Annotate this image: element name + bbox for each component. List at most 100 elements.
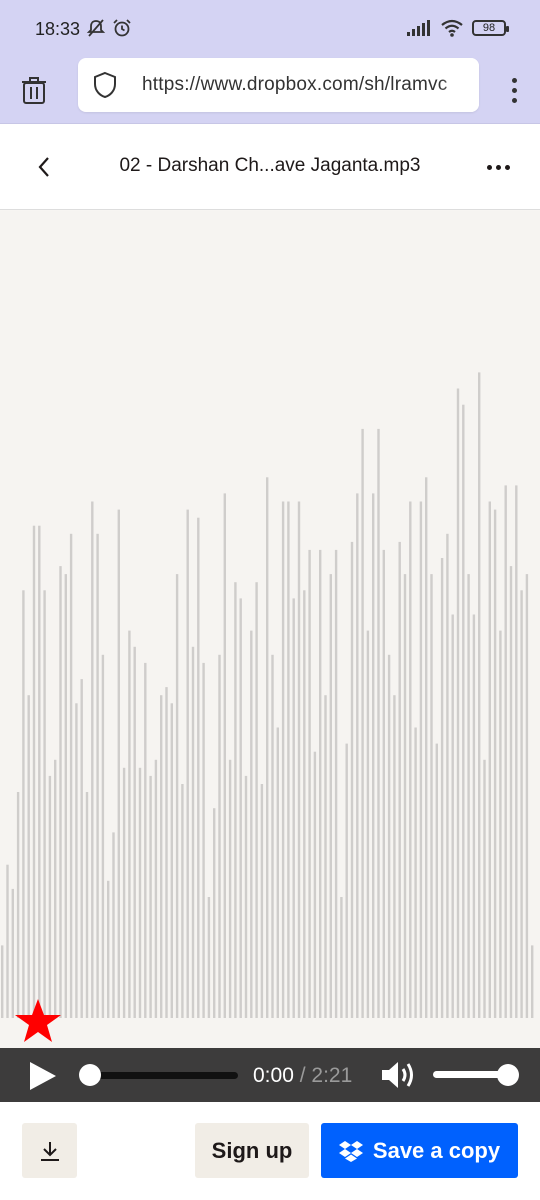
waveform-bar — [525, 574, 529, 1018]
waveform-bar — [350, 541, 354, 1018]
volume-icon[interactable] — [380, 1059, 418, 1091]
dot — [511, 97, 517, 103]
waveform-bar — [382, 549, 385, 1018]
waveform-bar — [165, 687, 168, 1018]
shield-icon — [94, 71, 116, 99]
status-bar: 18:33 98 — [0, 0, 540, 58]
waveform-bar — [377, 428, 380, 1018]
waveform-bar — [292, 598, 295, 1018]
waveform-bar — [266, 477, 269, 1018]
waveform-bar — [207, 897, 211, 1018]
waveform-bar — [38, 525, 41, 1018]
time-display: 0:00 / 2:21 — [253, 1064, 352, 1088]
back-button[interactable] — [28, 150, 60, 184]
waveform-bar — [308, 549, 311, 1018]
waveform-bar — [122, 767, 126, 1018]
status-icons-left — [86, 18, 132, 38]
current-time: 0:00 — [253, 1064, 294, 1087]
waveform-bar — [488, 501, 491, 1018]
total-time: 2:21 — [311, 1064, 353, 1087]
waveform-bar — [361, 428, 364, 1018]
waveform-bar — [451, 614, 454, 1018]
download-button[interactable] — [22, 1123, 77, 1178]
waveform-bar — [128, 630, 131, 1018]
waveform-bar — [366, 630, 370, 1018]
seek-handle[interactable] — [79, 1064, 101, 1086]
waveform-bar — [69, 533, 73, 1018]
waveform-bar — [244, 775, 248, 1018]
wifi-icon — [441, 19, 463, 37]
waveform-bar — [393, 695, 396, 1018]
waveform-bar — [313, 751, 317, 1018]
waveform-bar — [91, 501, 94, 1018]
dot — [495, 164, 501, 170]
waveform-bar — [345, 743, 348, 1018]
waveform-bar — [175, 574, 179, 1018]
waveform-bar — [107, 880, 110, 1018]
browser-menu-button[interactable] — [502, 68, 526, 112]
waveform-bar — [202, 662, 205, 1018]
waveform-bar — [483, 759, 486, 1018]
bottom-action-bar: Sign up Save a copy — [0, 1102, 540, 1200]
waveform-bar — [144, 662, 147, 1018]
waveform-bar — [478, 372, 481, 1018]
browser-toolbar: https://www.dropbox.com/sh/lramvc — [0, 58, 540, 124]
waveform-bar — [138, 767, 142, 1018]
play-button[interactable] — [26, 1060, 58, 1092]
dot — [511, 87, 517, 93]
delete-tab-button[interactable] — [14, 68, 54, 112]
battery-icon: 98 — [472, 20, 509, 36]
time-separator: / — [293, 1064, 312, 1087]
waveform-bar — [11, 888, 14, 1018]
waveform-bar — [409, 501, 412, 1018]
waveform-bar — [520, 590, 523, 1018]
waveform-bar — [80, 679, 83, 1018]
waveform-bar — [281, 501, 285, 1018]
waveform-bar — [425, 477, 428, 1018]
address-bar[interactable]: https://www.dropbox.com/sh/lramvc — [78, 58, 479, 112]
waveform-bar — [32, 525, 36, 1018]
waveform-bar — [59, 566, 62, 1018]
more-options-button[interactable] — [484, 154, 512, 180]
waveform-bar — [16, 792, 20, 1018]
waveform-bar — [329, 574, 332, 1018]
volume-slider[interactable] — [433, 1071, 509, 1078]
alarm-icon — [113, 19, 131, 37]
waveform-bar — [181, 784, 184, 1018]
waveform-bar — [515, 485, 518, 1018]
waveform-bar — [160, 695, 163, 1018]
url-fade — [439, 58, 479, 112]
waveform-bar — [456, 388, 460, 1018]
seek-bar[interactable] — [90, 1072, 238, 1079]
waveform-bar — [493, 509, 497, 1018]
page-header: 02 - Darshan Ch...ave Jaganta.mp3 — [0, 124, 540, 210]
waveform-bar — [398, 541, 401, 1018]
waveform-bar — [239, 598, 242, 1018]
volume-handle[interactable] — [497, 1064, 519, 1086]
dot — [504, 164, 510, 170]
waveform-bar — [504, 485, 507, 1018]
waveform-bar — [170, 703, 173, 1018]
waveform-bar — [75, 703, 78, 1018]
waveform-bar — [303, 590, 306, 1018]
waveform-bar — [186, 509, 189, 1018]
waveform-bar — [462, 404, 465, 1018]
save-copy-label: Save a copy — [372, 1137, 501, 1163]
audio-player: 0:00 / 2:21 — [0, 1048, 540, 1102]
waveform-bar — [435, 743, 438, 1018]
waveform-bar — [218, 654, 221, 1018]
waveform-bar — [6, 864, 9, 1018]
waveform-bar — [334, 549, 338, 1018]
status-icons-right: 98 — [406, 18, 509, 38]
waveform-bar — [340, 897, 343, 1018]
save-copy-button[interactable]: Save a copy — [321, 1123, 518, 1178]
waveform-bar — [531, 945, 534, 1018]
waveform-bar — [356, 493, 359, 1018]
sign-up-button[interactable]: Sign up — [195, 1123, 309, 1178]
waveform-bar — [414, 727, 417, 1018]
waveform-bar — [223, 493, 226, 1018]
waveform — [1, 372, 534, 1018]
waveform-area[interactable] — [0, 211, 540, 1048]
url-text: https://www.dropbox.com/sh/lramvc — [142, 74, 448, 95]
waveform-bar — [112, 832, 115, 1018]
